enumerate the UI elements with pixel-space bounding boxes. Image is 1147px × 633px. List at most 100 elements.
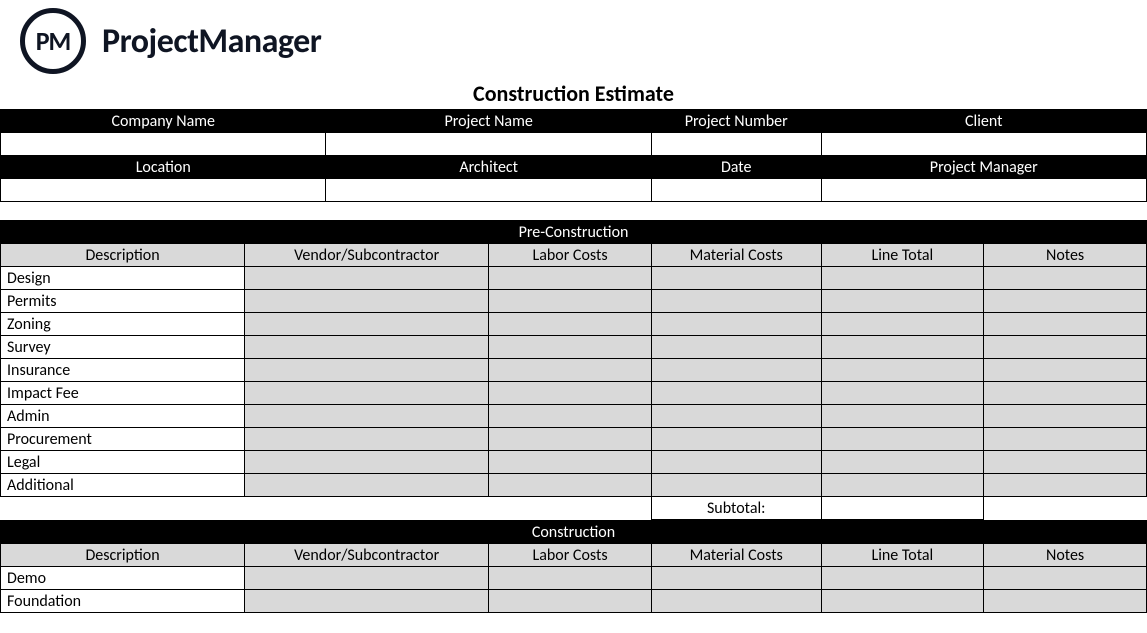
line-item-cell[interactable] (245, 451, 489, 474)
line-item-description: Legal (1, 451, 245, 474)
column-header: Labor Costs (489, 544, 652, 567)
line-item-cell[interactable] (651, 405, 821, 428)
column-header: Material Costs (651, 244, 821, 267)
info-input-cell[interactable] (651, 133, 821, 156)
line-item-description: Survey (1, 336, 245, 359)
info-header-cell: Project Name (326, 110, 651, 133)
line-item-cell[interactable] (245, 567, 489, 590)
line-item-cell[interactable] (984, 359, 1147, 382)
line-item-cell[interactable] (489, 313, 652, 336)
line-item-description: Admin (1, 405, 245, 428)
info-input-cell[interactable] (1, 179, 326, 202)
line-item-row: Survey (1, 336, 1147, 359)
column-header: Vendor/Subcontractor (245, 544, 489, 567)
line-item-cell[interactable] (489, 267, 652, 290)
line-item-cell[interactable] (651, 359, 821, 382)
line-item-cell[interactable] (821, 474, 984, 497)
line-item-row: Legal (1, 451, 1147, 474)
line-item-cell[interactable] (245, 382, 489, 405)
line-item-cell[interactable] (651, 590, 821, 613)
line-item-cell[interactable] (489, 405, 652, 428)
line-item-cell[interactable] (821, 359, 984, 382)
column-header: Labor Costs (489, 244, 652, 267)
line-item-cell[interactable] (821, 428, 984, 451)
line-item-cell[interactable] (821, 590, 984, 613)
column-header: Material Costs (651, 544, 821, 567)
line-item-cell[interactable] (984, 290, 1147, 313)
line-item-cell[interactable] (821, 405, 984, 428)
line-item-cell[interactable] (651, 267, 821, 290)
line-item-cell[interactable] (245, 428, 489, 451)
line-item-cell[interactable] (489, 336, 652, 359)
line-item-description: Design (1, 267, 245, 290)
line-item-cell[interactable] (821, 382, 984, 405)
line-item-cell[interactable] (984, 590, 1147, 613)
line-item-row: Admin (1, 405, 1147, 428)
line-item-cell[interactable] (245, 290, 489, 313)
line-item-cell[interactable] (489, 428, 652, 451)
line-item-description: Additional (1, 474, 245, 497)
line-item-row: Additional (1, 474, 1147, 497)
info-input-cell[interactable] (1, 133, 326, 156)
line-item-cell[interactable] (821, 336, 984, 359)
line-item-cell[interactable] (245, 590, 489, 613)
document-title: Construction Estimate (0, 80, 1147, 107)
info-input-cell[interactable] (821, 133, 1147, 156)
line-item-cell[interactable] (245, 474, 489, 497)
info-header-cell: Client (821, 110, 1147, 133)
line-item-cell[interactable] (651, 336, 821, 359)
line-item-cell[interactable] (821, 290, 984, 313)
line-item-cell[interactable] (651, 451, 821, 474)
line-item-cell[interactable] (489, 474, 652, 497)
line-item-cell[interactable] (984, 336, 1147, 359)
line-item-cell[interactable] (984, 451, 1147, 474)
column-header: Notes (984, 544, 1147, 567)
line-item-cell[interactable] (651, 474, 821, 497)
line-item-cell[interactable] (651, 428, 821, 451)
line-item-cell[interactable] (984, 405, 1147, 428)
brand-header: PM ProjectManager (0, 0, 1147, 74)
line-item-cell[interactable] (651, 382, 821, 405)
line-item-cell[interactable] (489, 382, 652, 405)
line-item-cell[interactable] (489, 359, 652, 382)
line-item-description: Foundation (1, 590, 245, 613)
info-input-cell[interactable] (326, 133, 651, 156)
line-item-cell[interactable] (245, 336, 489, 359)
info-input-cell[interactable] (326, 179, 651, 202)
column-header: Line Total (821, 544, 984, 567)
info-input-cell[interactable] (821, 179, 1147, 202)
construction-table: Construction DescriptionVendor/Subcontra… (0, 520, 1147, 613)
info-header-cell: Location (1, 156, 326, 179)
line-item-cell[interactable] (821, 267, 984, 290)
column-header: Description (1, 544, 245, 567)
column-header: Line Total (821, 244, 984, 267)
line-item-description: Permits (1, 290, 245, 313)
line-item-cell[interactable] (489, 290, 652, 313)
section-title: Construction (1, 521, 1147, 544)
line-item-cell[interactable] (984, 474, 1147, 497)
line-item-cell[interactable] (651, 290, 821, 313)
line-item-cell[interactable] (821, 313, 984, 336)
line-item-cell[interactable] (489, 590, 652, 613)
line-item-cell[interactable] (245, 267, 489, 290)
line-item-cell[interactable] (245, 359, 489, 382)
line-item-cell[interactable] (984, 313, 1147, 336)
info-header-cell: Project Manager (821, 156, 1147, 179)
line-item-cell[interactable] (984, 428, 1147, 451)
line-item-cell[interactable] (489, 567, 652, 590)
line-item-cell[interactable] (245, 313, 489, 336)
line-item-cell[interactable] (984, 382, 1147, 405)
line-item-cell[interactable] (651, 567, 821, 590)
line-item-cell[interactable] (651, 313, 821, 336)
line-item-cell[interactable] (821, 451, 984, 474)
line-item-cell[interactable] (984, 567, 1147, 590)
line-item-cell[interactable] (821, 567, 984, 590)
line-item-row: Design (1, 267, 1147, 290)
info-input-cell[interactable] (651, 179, 821, 202)
line-item-cell[interactable] (489, 451, 652, 474)
line-item-row: Procurement (1, 428, 1147, 451)
subtotal-label: Subtotal: (651, 497, 821, 520)
line-item-cell[interactable] (245, 405, 489, 428)
subtotal-value[interactable] (821, 497, 984, 520)
line-item-cell[interactable] (984, 267, 1147, 290)
